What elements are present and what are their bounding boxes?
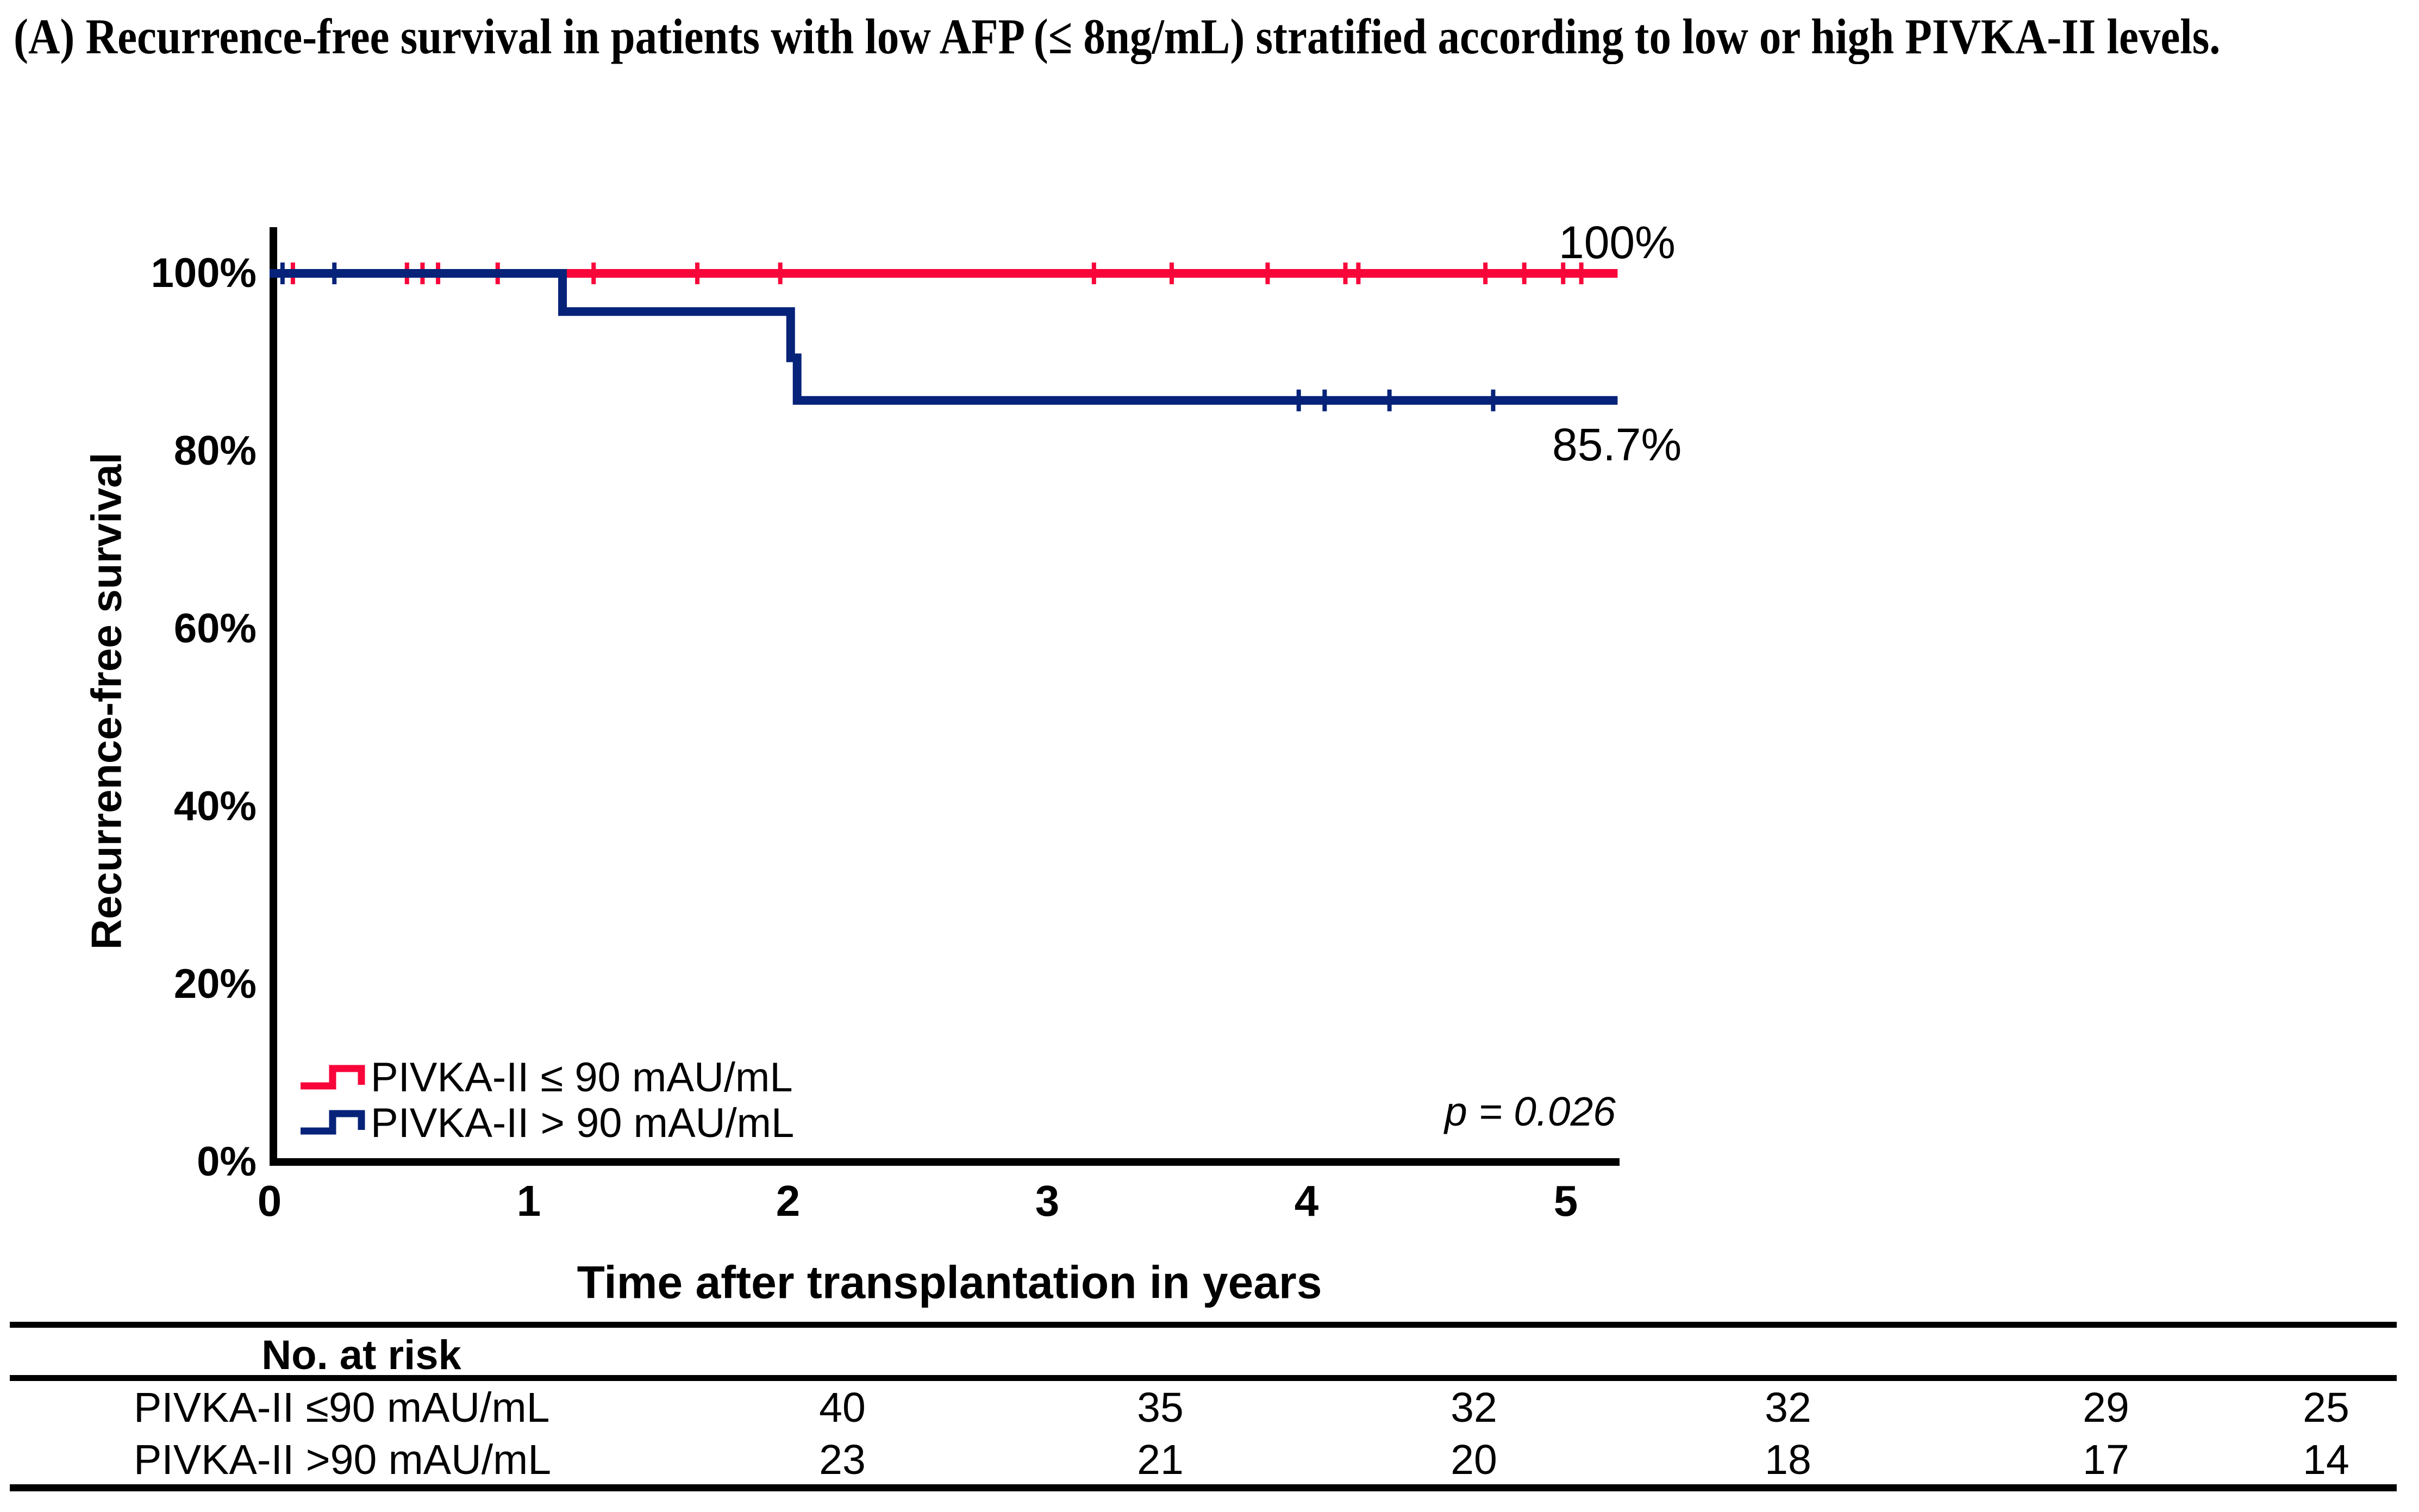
survival-curves	[270, 263, 1618, 411]
risk-cell: 32	[1451, 1384, 1497, 1431]
risk-row-label-high: PIVKA-II >90 mAU/mL	[134, 1436, 552, 1483]
x-tick-0: 0	[257, 1177, 282, 1225]
y-tick-80: 80%	[173, 428, 257, 474]
x-tick-3: 3	[1035, 1177, 1060, 1225]
x-tick-1: 1	[516, 1177, 541, 1225]
y-tick-40: 40%	[173, 783, 257, 829]
legend-label-high-pivka: PIVKA-II > 90 mAU/mL	[371, 1100, 795, 1146]
risk-cell: 18	[1765, 1436, 1811, 1483]
risk-cell: 25	[2303, 1384, 2349, 1431]
risk-row-label-low: PIVKA-II ≤90 mAU/mL	[134, 1384, 550, 1431]
x-axis-title: Time after transplantation in years	[577, 1257, 1322, 1308]
risk-cell: 20	[1451, 1436, 1497, 1483]
legend-step-symbol	[301, 1065, 365, 1090]
risk-cell: 40	[819, 1384, 866, 1431]
legend-step-symbol	[301, 1110, 365, 1135]
risk-cell: 32	[1765, 1384, 1811, 1431]
risk-cell: 21	[1137, 1436, 1184, 1483]
risk-cell: 29	[2083, 1384, 2129, 1431]
red-curve-end-label: 100%	[1559, 217, 1676, 268]
legend-step-symbols	[301, 1065, 365, 1135]
x-tick-4: 4	[1294, 1177, 1319, 1225]
y-tick-60: 60%	[173, 605, 257, 652]
y-tick-100: 100%	[151, 250, 257, 296]
risk-cell: 23	[819, 1436, 866, 1483]
table-rule-top	[10, 1322, 2397, 1328]
table-rule-bottom	[10, 1484, 2397, 1491]
y-tick-0: 0%	[197, 1139, 257, 1185]
legend-label-low-pivka: PIVKA-II ≤ 90 mAU/mL	[371, 1054, 793, 1101]
x-tick-2: 2	[776, 1177, 801, 1225]
p-value-label: p = 0.026	[1445, 1089, 1616, 1134]
blue-curve-end-label: 85.7%	[1552, 419, 1682, 470]
y-tick-20: 20%	[173, 961, 257, 1007]
survival-curve	[270, 269, 1618, 405]
risk-table-header: No. at risk	[261, 1332, 461, 1378]
figure-title: (A) Recurrence-free survival in patients…	[14, 9, 2221, 64]
risk-cell: 35	[1137, 1384, 1184, 1431]
x-tick-5: 5	[1553, 1177, 1578, 1225]
y-axis-title: Recurrence-free survival	[82, 452, 130, 950]
risk-cell: 17	[2083, 1436, 2129, 1483]
table-rule-mid	[10, 1375, 2397, 1381]
risk-cell: 14	[2303, 1436, 2349, 1483]
